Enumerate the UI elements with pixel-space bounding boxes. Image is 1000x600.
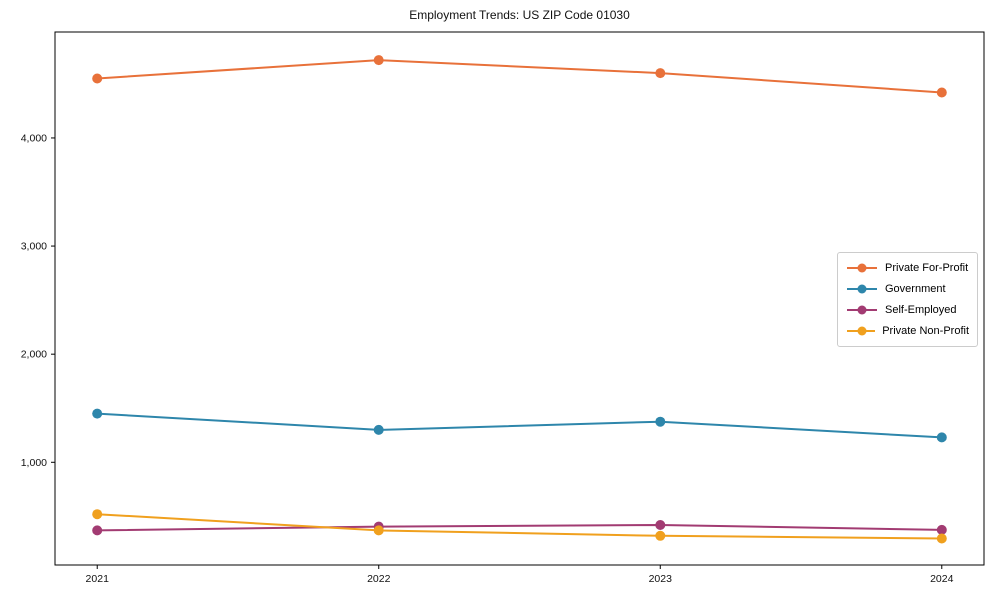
legend-label: Self-Employed (885, 303, 957, 316)
legend: Private For-Profit Government Self-Employe… (837, 252, 978, 347)
series-line-private-non-profit (96, 513, 943, 540)
legend-swatch-icon (847, 284, 877, 294)
y-axis-tick-label: 1,000 (21, 457, 47, 469)
legend-swatch-icon (847, 326, 876, 336)
series-line-private-for-profit (96, 59, 943, 94)
data-point-government (936, 432, 947, 443)
y-axis-tick-label: 3,000 (21, 241, 47, 253)
data-point-self-employed (92, 525, 103, 536)
data-point-private-for-profit (373, 55, 384, 66)
legend-label: Government (885, 283, 946, 296)
y-axis-tick-label: 2,000 (21, 349, 47, 361)
plot-frame (54, 31, 985, 566)
legend-item-private-non-profit: Private Non-Profit (846, 321, 969, 341)
data-point-private-non-profit (92, 509, 103, 520)
legend-label: Private For-Profit (885, 262, 969, 275)
legend-item-government: Government (846, 279, 969, 299)
data-point-self-employed (936, 524, 947, 535)
data-point-government (373, 424, 384, 435)
chart-title: Employment Trends: US ZIP Code 01030 (409, 8, 630, 22)
legend-swatch-icon (847, 305, 877, 315)
data-point-self-employed (655, 520, 666, 530)
data-point-private-for-profit (936, 87, 947, 98)
series-line-government (96, 412, 943, 439)
data-point-private-for-profit (92, 73, 103, 84)
data-point-government (655, 416, 666, 427)
legend-label: Private Non-Profit (882, 324, 969, 337)
y-axis-tick-label: 4,000 (21, 132, 47, 144)
data-point-government (92, 408, 103, 419)
legend-swatch-icon (847, 263, 877, 273)
data-point-private-non-profit (373, 525, 384, 536)
x-axis-tick-label: 2024 (930, 573, 954, 585)
legend-item-self-employed: Self-Employed (846, 300, 969, 320)
x-axis-tick-label: 2022 (367, 573, 391, 585)
x-axis-tick-label: 2021 (86, 573, 110, 585)
data-point-private-non-profit (936, 533, 947, 544)
series-line-self-employed (96, 523, 943, 532)
data-point-private-for-profit (655, 68, 666, 79)
x-axis-tick-label: 2023 (649, 573, 673, 585)
legend-item-private-for-profit: Private For-Profit (846, 258, 969, 278)
data-point-private-non-profit (655, 530, 666, 541)
